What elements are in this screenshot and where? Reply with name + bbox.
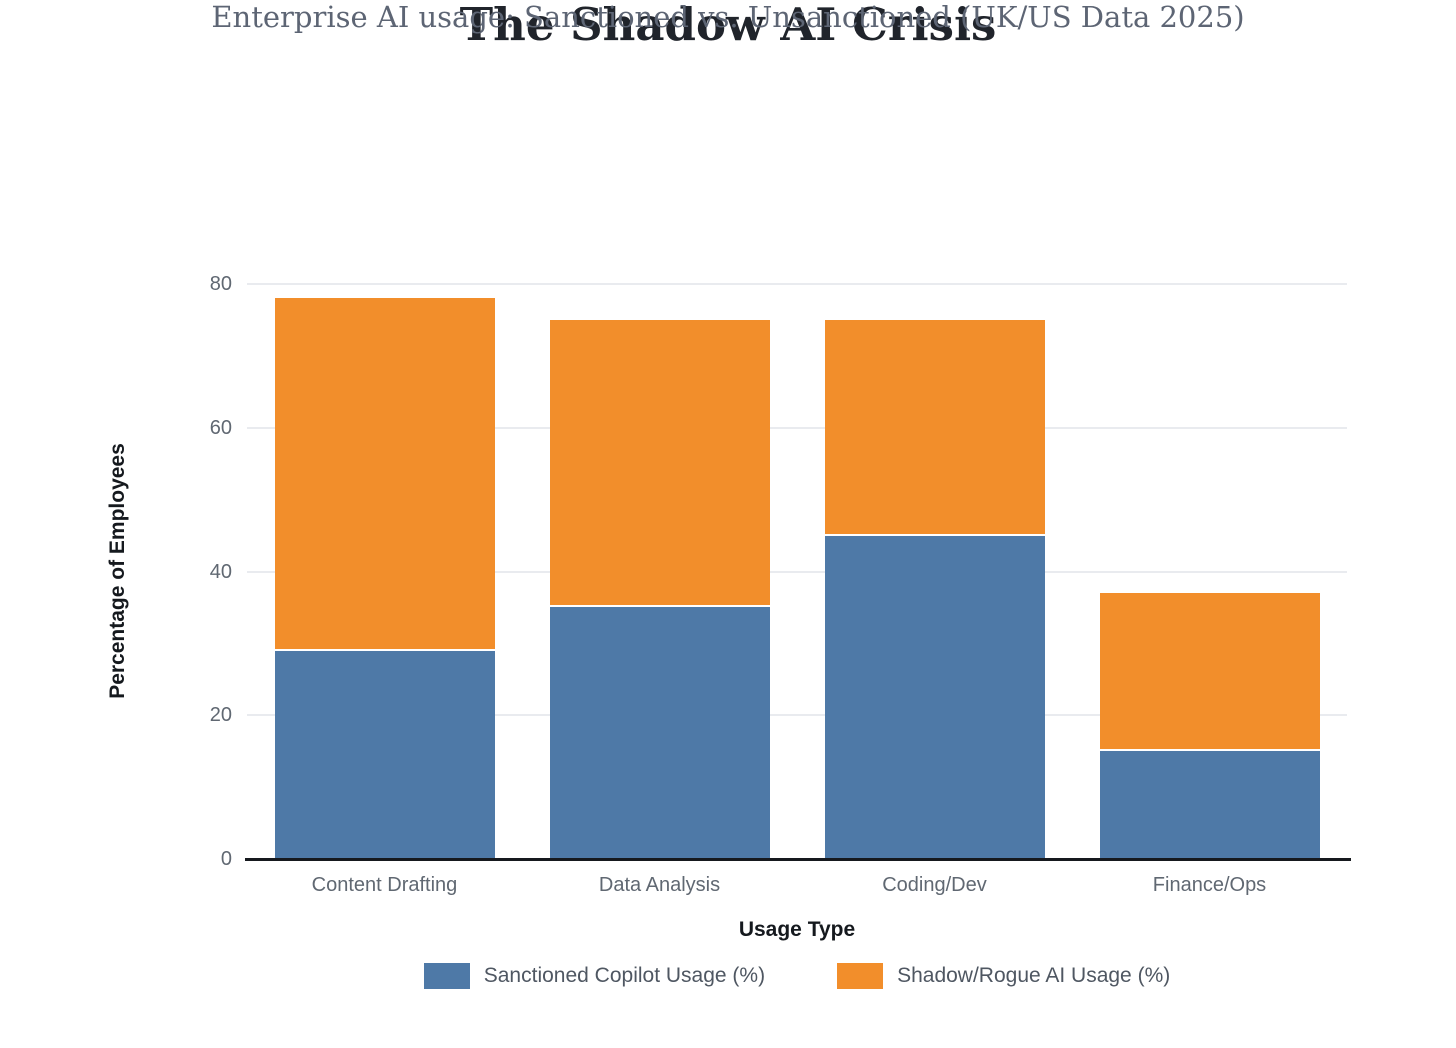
legend-swatch [423,963,470,989]
y-axis-tick-label: 0 [220,848,232,870]
y-axis-tick-label: 40 [209,560,232,583]
bar-group [824,284,1045,859]
gridline [247,570,1347,573]
x-axis-tick-label: Coding/Dev [882,874,987,896]
gridline [247,714,1347,717]
x-axis-tick-label: Content Drafting [311,874,458,896]
y-axis-tick-label: 80 [209,273,232,295]
legend-item: Shadow/Rogue AI Usage (%) [837,963,1170,989]
bar-group [549,284,770,859]
bar-segment-sanctioned-copilot-usage [824,535,1045,859]
legend-item: Sanctioned Copilot Usage (%) [423,963,766,989]
legend-swatch [837,963,884,989]
y-axis-tick-label: 60 [209,416,232,439]
bar-segment-shadow-rogue-ai-usage [1099,593,1320,752]
y-axis-title: Percentage of Employees [106,443,129,699]
y-axis-tick-label: 20 [209,704,232,727]
legend-label: Shadow/Rogue AI Usage (%) [897,964,1171,987]
bar-segment-sanctioned-copilot-usage [274,650,495,859]
legend-label: Sanctioned Copilot Usage (%) [483,964,766,987]
page-title: The Shadow AI Crisis [459,0,997,51]
bar-group [274,284,495,859]
bar-segment-sanctioned-copilot-usage [549,607,770,859]
x-axis-line [245,858,1351,861]
bar-segment-shadow-rogue-ai-usage [274,298,495,651]
bar-segment-shadow-rogue-ai-usage [824,319,1045,536]
x-axis-tick-label: Data Analysis [598,874,721,896]
legend: Sanctioned Copilot Usage (%) Shadow/Rogue… [247,961,1347,991]
gridline [247,426,1347,429]
x-axis-title: Usage Type [738,918,856,941]
gridline [247,283,1347,285]
bar-segment-shadow-rogue-ai-usage [549,319,770,608]
page-subtitle: Enterprise AI usage: Sanctioned vs. Unsa… [211,0,1245,34]
bar-group [1099,284,1320,859]
bar-segment-sanctioned-copilot-usage [1099,751,1320,859]
x-axis-tick-label: Finance/Ops [1152,874,1267,896]
